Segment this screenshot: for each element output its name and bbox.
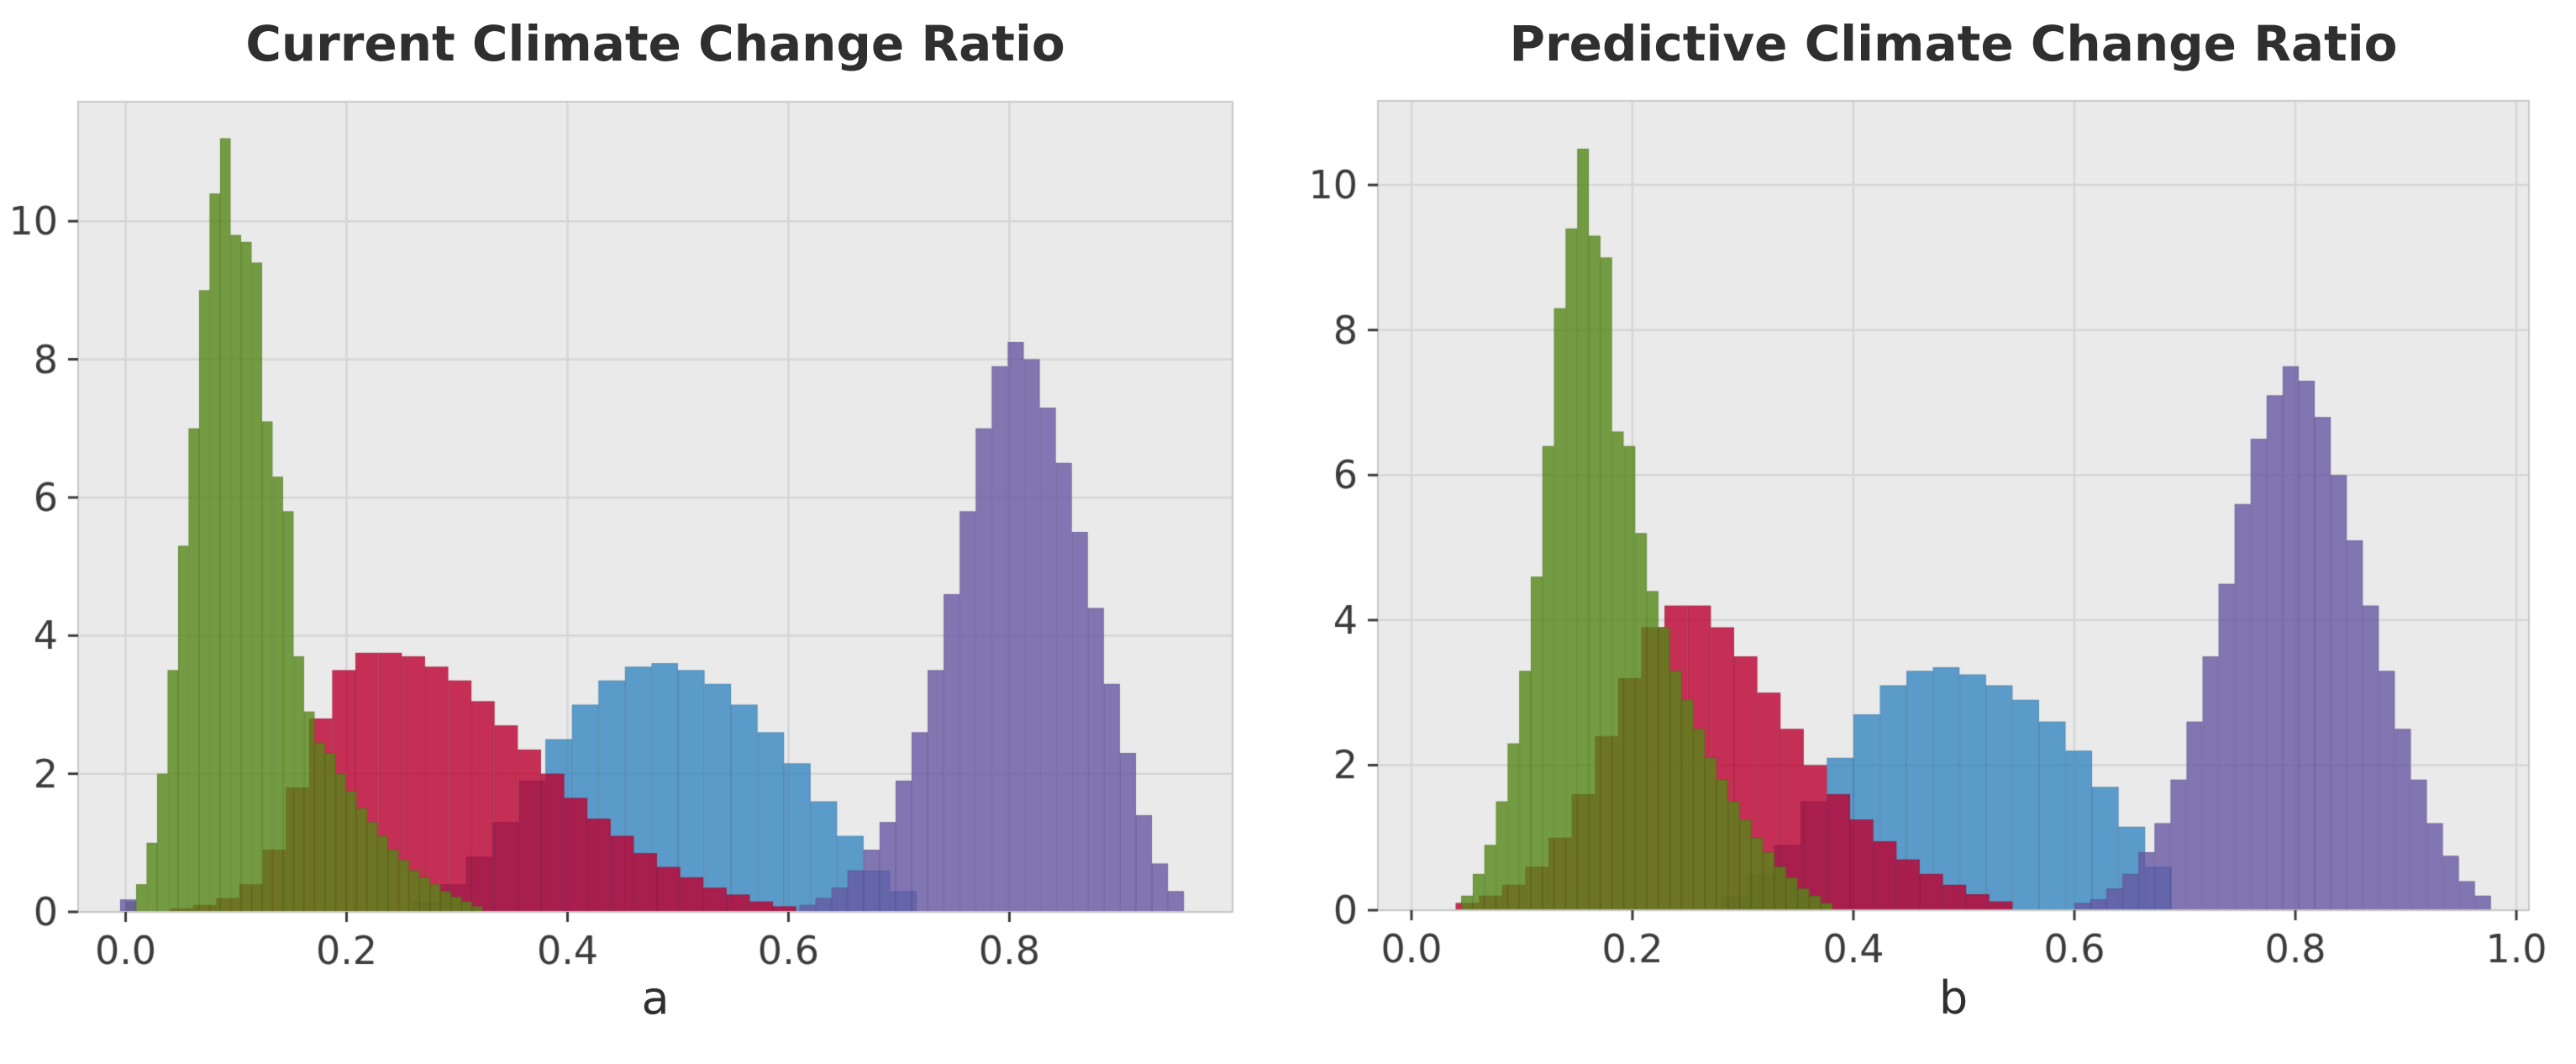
chart-b-title: Predictive Climate Change Ratio <box>1509 15 2398 72</box>
histogram-canvas-b <box>1288 0 2576 1064</box>
chart-a-title: Current Climate Change Ratio <box>245 15 1065 72</box>
chart-a-sub-label: a <box>641 972 670 1024</box>
chart-b-sub-label: b <box>1938 972 1969 1024</box>
histogram-canvas-a <box>0 0 1288 1064</box>
